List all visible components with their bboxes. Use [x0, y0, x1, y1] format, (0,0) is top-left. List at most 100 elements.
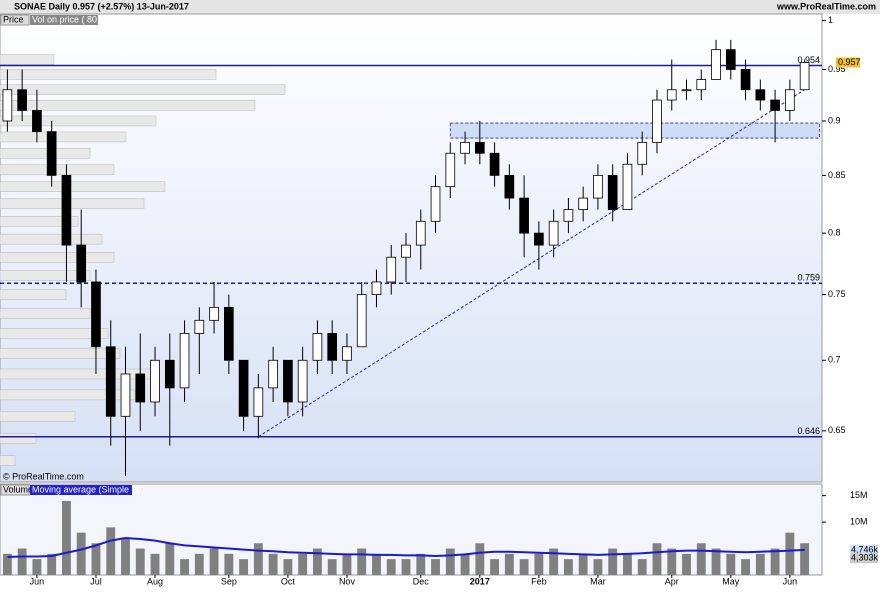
volume-bar — [180, 559, 189, 575]
candle-body — [401, 244, 411, 258]
label-box — [30, 485, 132, 495]
candle-body — [135, 373, 146, 403]
candle-body — [164, 359, 175, 389]
x-tick-label: Dec — [413, 576, 430, 586]
volume-profile-bar — [0, 308, 91, 320]
candle-body — [799, 62, 810, 91]
x-tick-label: Aug — [147, 576, 163, 586]
candle-body — [91, 281, 101, 348]
volume-bar — [504, 553, 514, 575]
level-label: 0.954 — [797, 55, 820, 65]
volume-bar — [416, 553, 426, 575]
candle-body — [179, 333, 190, 389]
level-label: 0.759 — [797, 273, 820, 283]
candle-body — [593, 174, 603, 199]
candle-body — [770, 99, 780, 111]
volume-bar — [401, 559, 411, 575]
candle-body — [17, 89, 27, 111]
volume-bar — [121, 537, 130, 575]
volume-bar — [135, 548, 145, 575]
volume-bar — [150, 553, 160, 575]
candle-body — [194, 319, 205, 334]
candle-body — [548, 220, 559, 246]
candle-body — [622, 163, 633, 211]
x-tick-label: Mar — [590, 576, 606, 586]
candle-body — [563, 209, 574, 222]
volume-profile-bar — [0, 270, 91, 281]
x-tick-label: Jun — [783, 576, 798, 586]
volume-profile-bar — [0, 455, 16, 466]
candle-body — [445, 152, 456, 188]
candle-body — [150, 359, 160, 403]
volume-bar — [800, 543, 810, 575]
volume-profile-bar — [0, 216, 79, 227]
volume-bar — [91, 543, 101, 575]
candle-body — [637, 141, 648, 165]
volume-profile-bar — [0, 328, 109, 339]
volume-profile-bar — [0, 368, 157, 380]
volume-profile-bar — [0, 181, 166, 192]
volume-bar — [549, 548, 559, 575]
candle-body — [534, 232, 544, 246]
last-volume-box — [850, 544, 878, 555]
volume-bar — [224, 553, 234, 575]
volume-bar — [490, 559, 500, 575]
panel-label: Price — [3, 14, 24, 24]
volume-bar — [283, 559, 293, 575]
volume-profile-bar — [0, 389, 136, 401]
candle-body — [32, 110, 42, 133]
volume-bar — [563, 559, 573, 575]
volume-bar — [2, 553, 12, 575]
y-tick-label: 0.75 — [828, 289, 846, 299]
y2-tick-label: 10M — [850, 516, 868, 526]
volume-profile-bar — [0, 348, 121, 359]
label-box — [0, 14, 30, 26]
source: www.ProRealTime.com — [776, 1, 876, 11]
last-price-box — [836, 57, 860, 68]
volume-bar — [741, 559, 750, 575]
volume-profile-bar — [0, 411, 76, 422]
candle-body — [268, 359, 278, 389]
ma-line — [7, 536, 805, 559]
volume-bar — [239, 559, 249, 575]
volume-bar — [682, 553, 691, 575]
x-tick-label: Feb — [531, 576, 547, 586]
volume-profile-bar — [0, 233, 103, 245]
y-tick-label: 0.9 — [828, 115, 841, 125]
y-tick-label: 0.65 — [828, 425, 846, 435]
volume-bar — [431, 559, 440, 575]
volume-bar — [76, 532, 86, 575]
candle-body — [327, 333, 338, 361]
volume-bar — [342, 553, 352, 575]
trendline — [258, 89, 805, 438]
volume-bar — [785, 532, 795, 575]
y2-tick-label: 15M — [850, 490, 868, 500]
candle-body — [312, 333, 323, 361]
candle-body — [61, 174, 72, 246]
volume-bar — [519, 559, 529, 575]
candle-body — [342, 346, 352, 361]
candle-body — [386, 256, 397, 283]
volume-bar — [608, 548, 618, 575]
candle-body — [474, 141, 485, 154]
y-tick-label: 0.7 — [828, 355, 841, 365]
x-tick-label: 2017 — [470, 576, 490, 586]
candle-body — [519, 197, 529, 234]
x-tick-label: Oct — [281, 576, 296, 586]
candle-body — [105, 346, 116, 417]
x-tick-label: Apr — [665, 576, 679, 586]
candle-body — [46, 131, 57, 176]
candle-body — [489, 152, 500, 176]
x-tick-label: Jul — [90, 576, 102, 586]
candle-body — [371, 281, 382, 295]
x-tick-label: Nov — [339, 576, 356, 586]
volume-profile-bar — [0, 69, 217, 80]
candle-body — [696, 79, 707, 91]
candle-body — [460, 141, 470, 154]
candle-body — [785, 89, 795, 111]
candle-body — [755, 89, 766, 101]
candle-body — [356, 294, 367, 348]
volume-bar — [637, 559, 647, 575]
copyright: © ProRealTime.com — [3, 471, 84, 481]
candle-body — [666, 89, 677, 101]
